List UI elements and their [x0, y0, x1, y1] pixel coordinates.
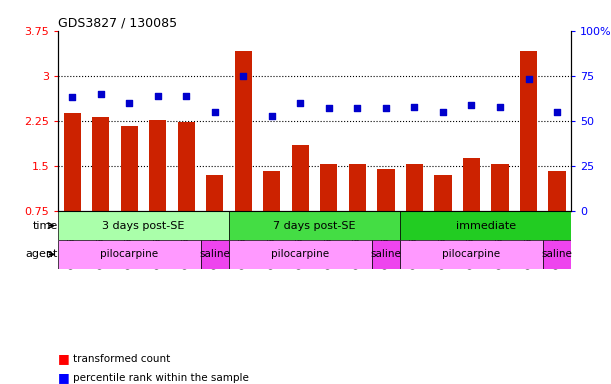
Bar	[92, 118, 109, 257]
Point	[552, 109, 562, 115]
Text: 3 days post-SE: 3 days post-SE	[103, 220, 185, 231]
Text: 7 days post-SE: 7 days post-SE	[273, 220, 356, 231]
Bar	[207, 175, 224, 257]
Text: time: time	[33, 220, 58, 231]
Text: percentile rank within the sample: percentile rank within the sample	[73, 372, 249, 383]
Point	[238, 73, 248, 79]
Bar	[549, 171, 566, 257]
Bar	[229, 240, 371, 269]
Point	[181, 93, 191, 99]
Bar	[64, 113, 81, 257]
Point	[67, 94, 77, 101]
Bar	[520, 51, 537, 257]
Bar	[406, 164, 423, 257]
Bar	[371, 240, 400, 269]
Point	[438, 109, 448, 115]
Bar	[400, 211, 571, 240]
Bar	[320, 164, 337, 257]
Text: saline: saline	[541, 249, 573, 260]
Point	[267, 113, 277, 119]
Text: ■: ■	[58, 352, 70, 365]
Text: saline: saline	[370, 249, 401, 260]
Point	[353, 105, 362, 111]
Point	[381, 105, 391, 111]
Bar	[149, 120, 166, 257]
Text: immediate: immediate	[456, 220, 516, 231]
Bar	[491, 164, 508, 257]
Text: GDS3827 / 130085: GDS3827 / 130085	[58, 17, 177, 30]
Bar	[463, 158, 480, 257]
Bar	[200, 240, 229, 269]
Point	[495, 103, 505, 109]
Bar	[58, 240, 200, 269]
Bar	[434, 175, 452, 257]
Bar	[178, 122, 195, 257]
Point	[125, 100, 134, 106]
Bar	[58, 211, 229, 240]
Bar	[378, 169, 395, 257]
Text: pilocarpine: pilocarpine	[271, 249, 329, 260]
Point	[467, 102, 477, 108]
Point	[324, 105, 334, 111]
Point	[524, 76, 533, 83]
Text: agent: agent	[26, 249, 58, 260]
Bar	[349, 164, 366, 257]
Point	[409, 103, 419, 109]
Bar	[121, 126, 138, 257]
Bar	[292, 145, 309, 257]
Bar	[400, 240, 543, 269]
Bar	[229, 211, 400, 240]
Point	[296, 100, 306, 106]
Text: pilocarpine: pilocarpine	[100, 249, 158, 260]
Bar	[263, 171, 280, 257]
Text: ■: ■	[58, 371, 70, 384]
Point	[153, 93, 163, 99]
Text: saline: saline	[199, 249, 230, 260]
Bar	[543, 240, 571, 269]
Text: pilocarpine: pilocarpine	[442, 249, 500, 260]
Point	[96, 91, 106, 97]
Point	[210, 109, 220, 115]
Bar	[235, 51, 252, 257]
Text: transformed count: transformed count	[73, 354, 170, 364]
